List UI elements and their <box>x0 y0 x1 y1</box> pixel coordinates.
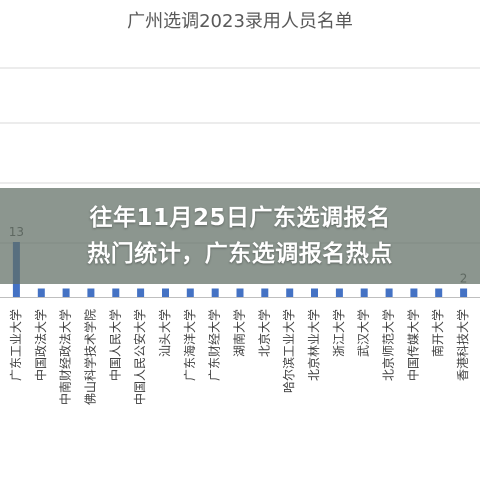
category-label-5: 中国人民大学 <box>107 309 122 381</box>
category-label-16: 北京师范大学 <box>381 309 396 381</box>
bar-9 <box>211 288 219 297</box>
bar-16 <box>385 288 393 297</box>
bar-4 <box>87 288 95 297</box>
bar-19 <box>460 288 468 297</box>
category-label-7: 汕头大学 <box>157 309 172 357</box>
bar-8 <box>186 288 194 297</box>
category-label-13: 北京林业大学 <box>306 309 321 381</box>
category-labels: 广东工业大学 中国政法大学 中南财经政法大学 佛山科学技术学院 中国人民大学 中国人民公安… <box>8 309 470 405</box>
bar-17 <box>410 288 418 297</box>
bar-6 <box>137 288 145 297</box>
category-label-19: 香港科技大学 <box>455 309 470 381</box>
category-label-9: 广东财经大学 <box>207 309 222 381</box>
category-label-3: 中南财经政法大学 <box>58 309 73 405</box>
bar-5 <box>112 288 120 297</box>
bar-15 <box>360 288 368 297</box>
bar-12 <box>286 288 294 297</box>
bar-13 <box>311 288 318 297</box>
bar-3 <box>62 288 70 297</box>
category-label-10: 湖南大学 <box>232 309 247 357</box>
category-label-11: 北京大学 <box>256 309 271 357</box>
category-label-15: 武汉大学 <box>356 309 371 357</box>
category-label-14: 浙江大学 <box>331 309 346 357</box>
category-label-18: 南开大学 <box>430 309 445 357</box>
banner-line-2: 热门统计，广东选调报名热点 <box>87 241 393 267</box>
category-label-4: 佛山科学技术学院 <box>82 309 97 405</box>
category-label-12: 哈尔滨工业大学 <box>281 309 296 393</box>
category-label-1: 广东工业大学 <box>8 309 23 381</box>
category-label-6: 中国人民公安大学 <box>132 309 147 405</box>
bar-7 <box>162 288 169 297</box>
bar-18 <box>435 288 443 297</box>
category-label-17: 中国传媒大学 <box>405 309 420 381</box>
bar-11 <box>261 288 269 297</box>
category-label-8: 广东海洋大学 <box>182 309 197 381</box>
chart-title: 广州选调2023录用人员名单 <box>127 11 353 32</box>
bar-14 <box>335 288 343 297</box>
bar-10 <box>236 288 244 297</box>
category-label-2: 中国政法大学 <box>33 309 48 381</box>
banner-line-1: 往年11月25日广东选调报名 <box>89 205 391 231</box>
bar-2 <box>37 288 45 297</box>
overlay-banner: 往年11月25日广东选调报名 热门统计，广东选调报名热点 <box>0 188 480 284</box>
